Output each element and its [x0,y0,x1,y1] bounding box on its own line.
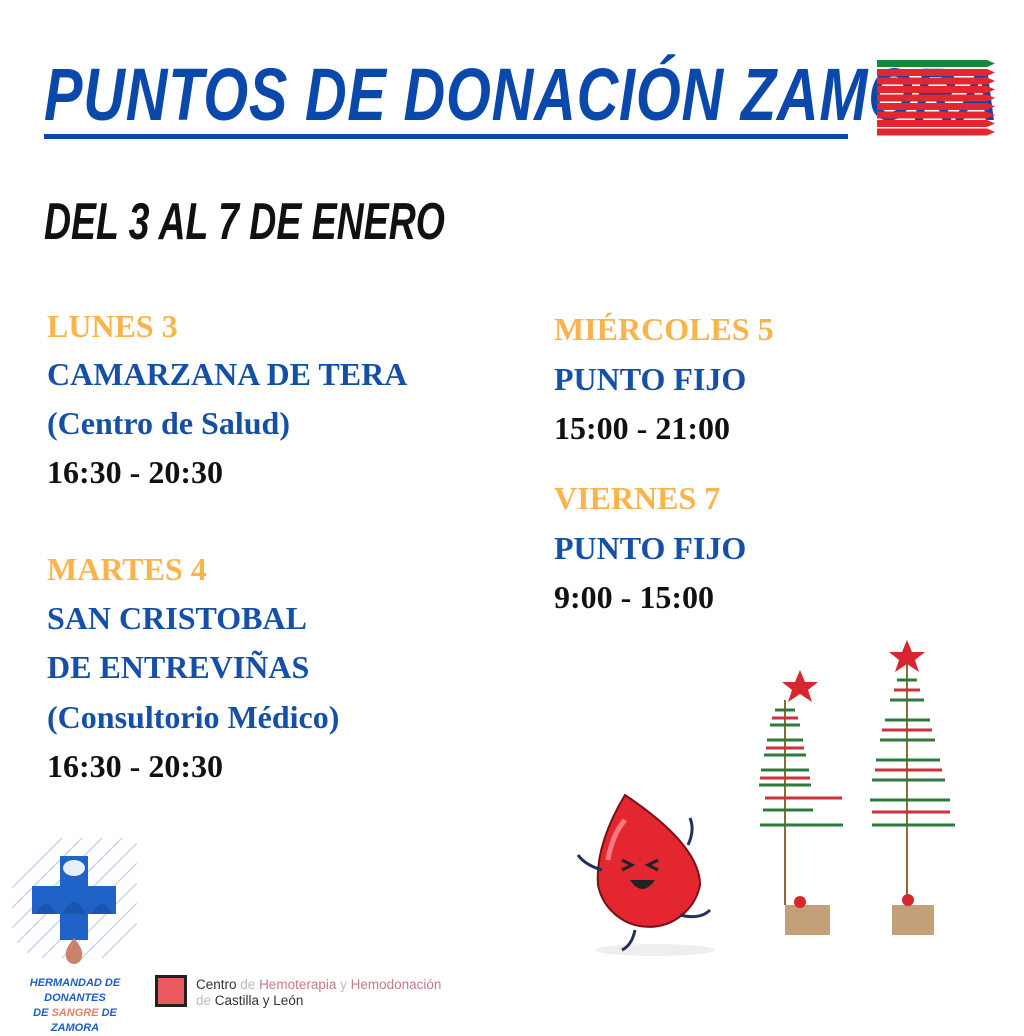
place-label: (Consultorio Médico) [47,699,340,735]
christmas-tree-icon [870,640,955,935]
logo-text: DE [33,1007,52,1019]
logo-text: de [236,977,260,992]
hermandad-logo-text: HERMANDAD DE DONANTES DE SANGRE DE ZAMOR… [10,976,140,1036]
logo-text: Castilla y León [214,993,304,1008]
logo-text: SANGRE [51,1007,99,1019]
centro-logo-text: Centro de Hemoterapia y Hemodonación de … [196,977,441,1009]
time-label: 16:30 - 20:30 [47,748,223,784]
logo-text-line: HERMANDAD DE DONANTES [29,977,121,1004]
logo-text: Hemodonación [350,977,442,992]
logo-text-line: DE SANGRE DE ZAMORA [10,1006,140,1036]
place-label: PUNTO FIJO [554,361,747,397]
day-label: MIÉRCOLES 5 [554,311,774,347]
title-underline [44,134,848,139]
place-label: DE ENTREVIÑAS [47,649,310,685]
blood-drop-and-trees-illustration [576,640,955,956]
logo-text: Hemoterapia [259,977,337,992]
logo-text: Centro [196,977,237,992]
logo-text: de [196,993,215,1008]
time-label: 16:30 - 20:30 [47,454,223,490]
day-label: VIERNES 7 [554,480,721,516]
page-title: PUNTOS DE DONACIÓN ZAMORA [44,53,999,136]
place-label: PUNTO FIJO [554,530,747,566]
place-label: (Centro de Salud) [47,405,290,441]
place-label: CAMARZANA DE TERA [47,356,408,392]
hermandad-logo-icon [12,838,137,964]
logo-text: y [336,977,351,992]
time-label: 9:00 - 15:00 [554,579,714,615]
day-label: LUNES 3 [47,308,178,344]
centro-logo-icon [155,975,187,1007]
place-label: SAN CRISTOBAL [47,600,307,636]
time-label: 15:00 - 21:00 [554,410,730,446]
christmas-tree-icon [759,670,843,935]
date-range: DEL 3 AL 7 DE ENERO [44,193,445,251]
day-label: MARTES 4 [47,551,207,587]
zamora-flag-icon [877,60,995,136]
blood-drop-mascot-icon [576,793,715,956]
